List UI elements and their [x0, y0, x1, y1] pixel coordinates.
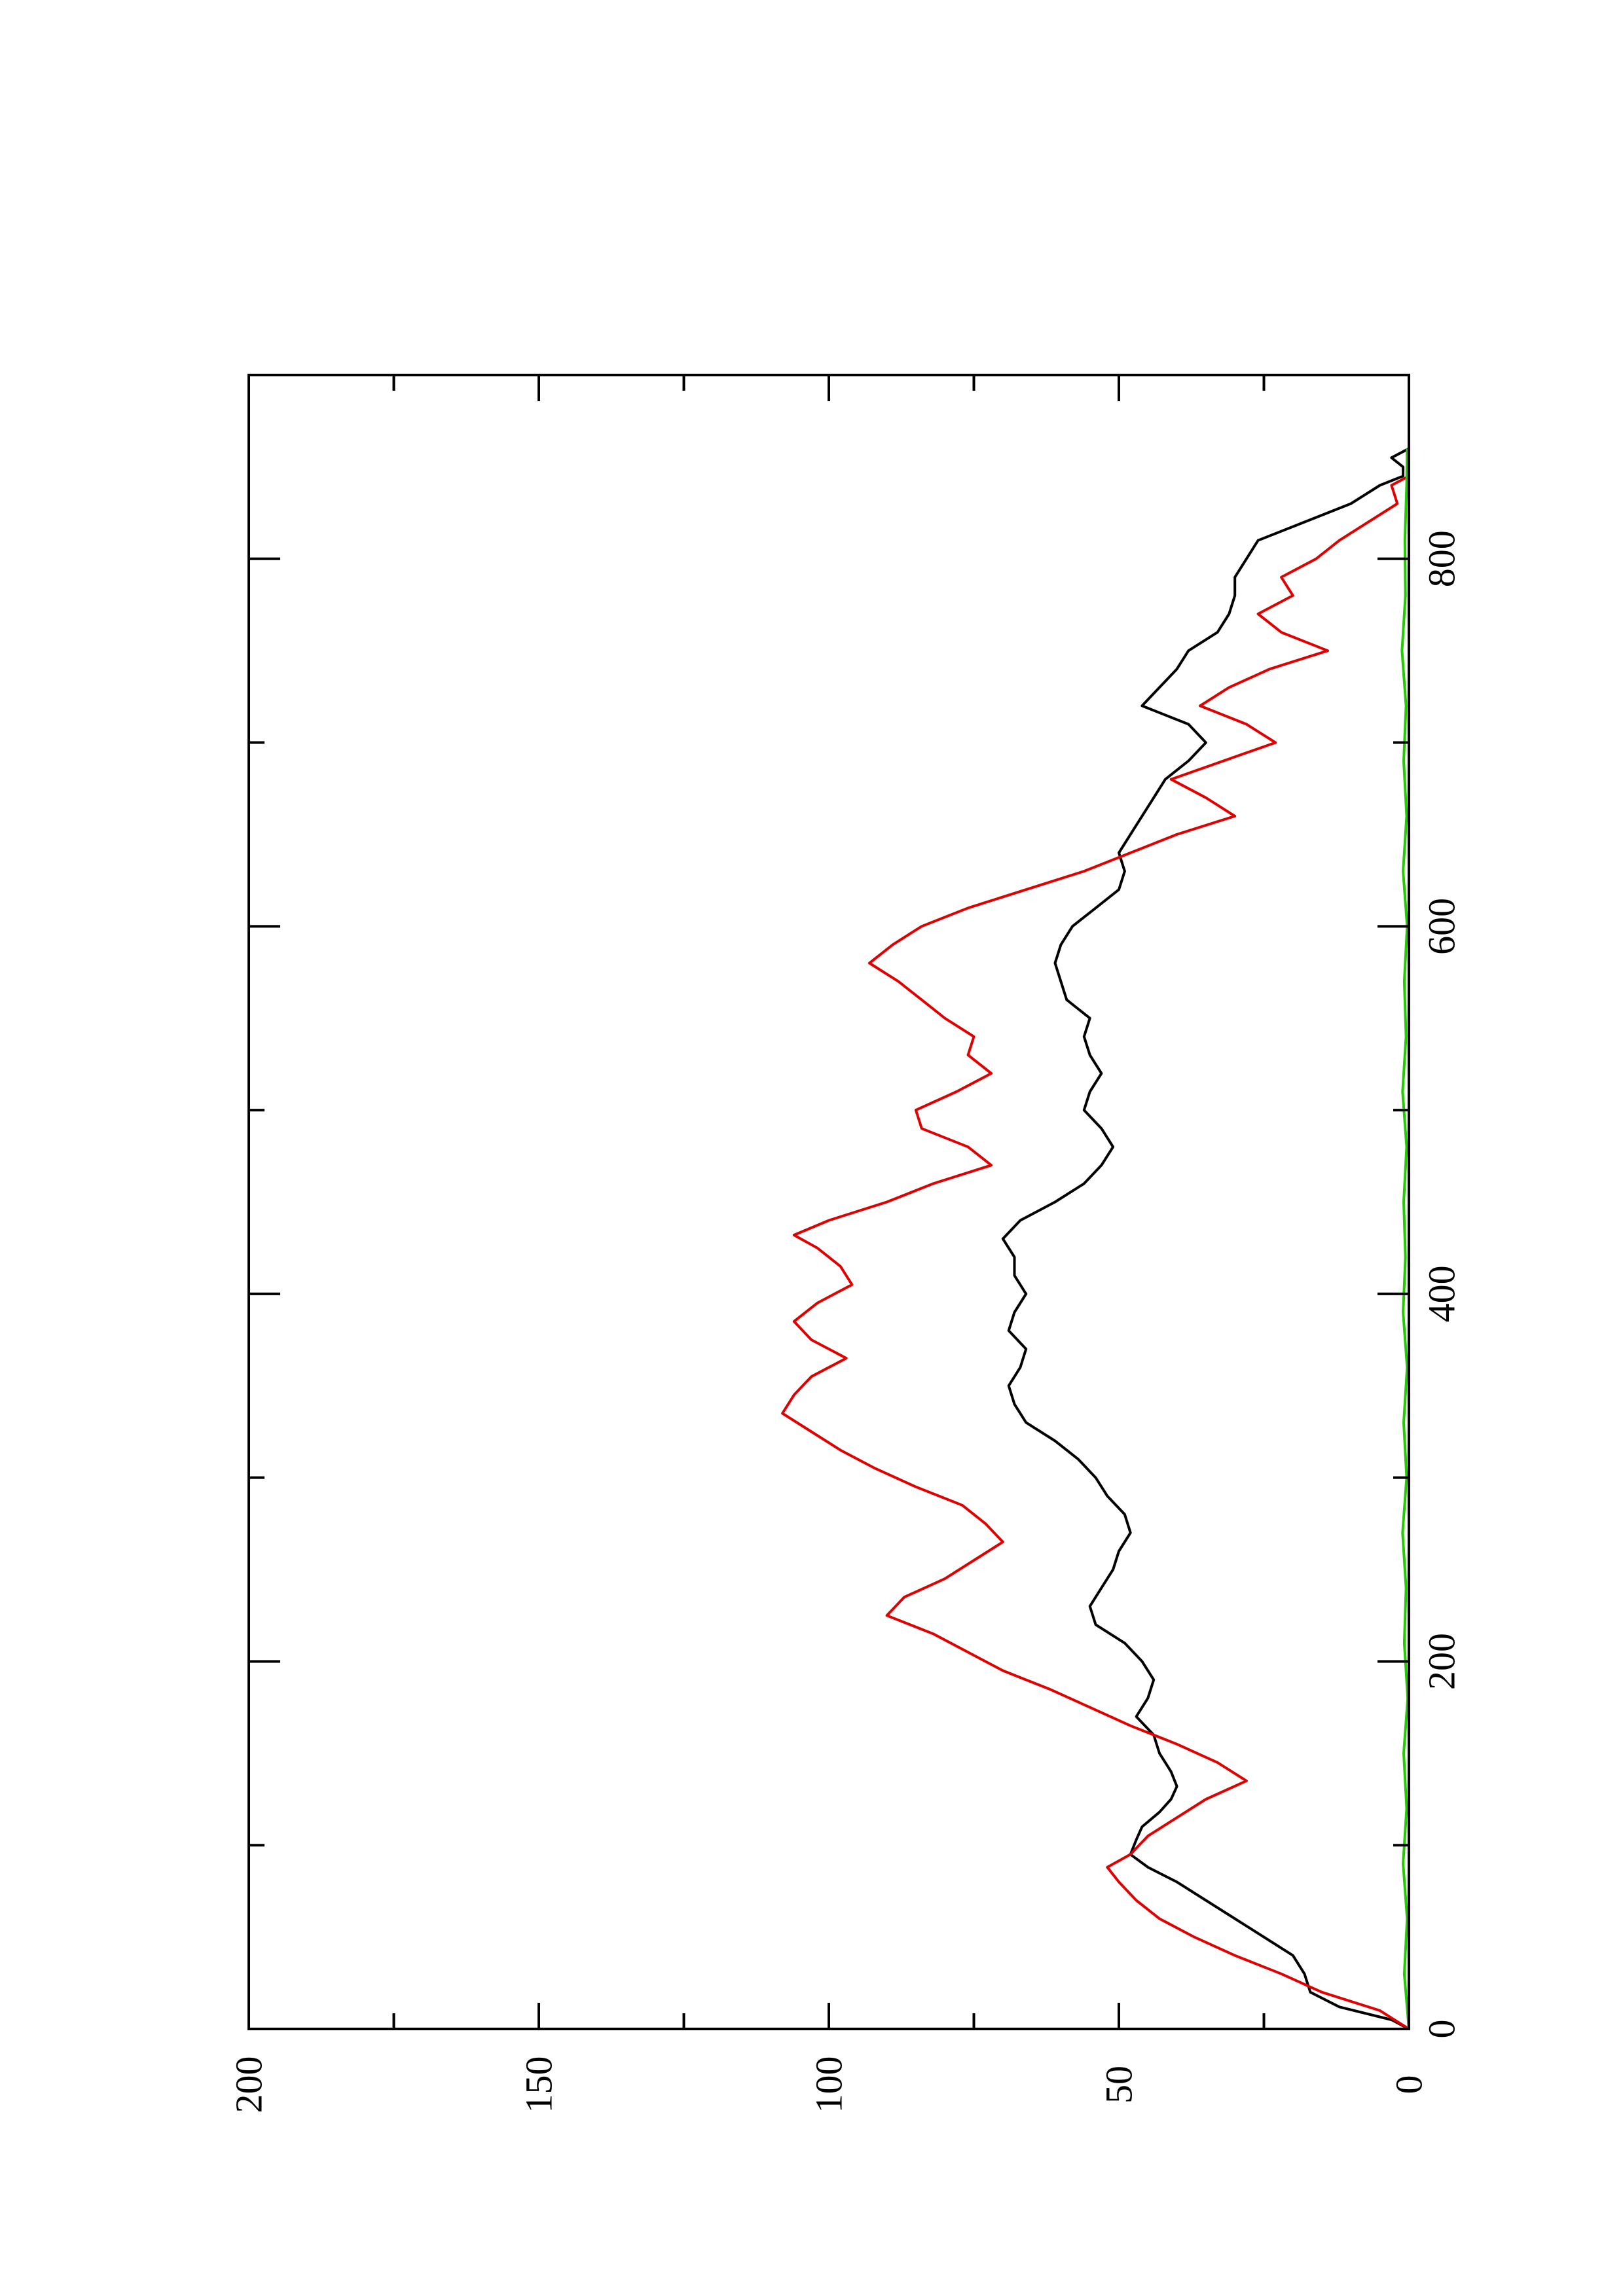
- series-line-2: [781, 448, 1410, 2030]
- x-tick-label: 600: [1421, 898, 1463, 955]
- plot-frame: [247, 374, 1410, 2030]
- x-tick-label: 200: [1421, 1633, 1463, 1690]
- y-tick-label: 150: [518, 2056, 560, 2113]
- series-layer: [781, 447, 1410, 2030]
- y-tick-label: 100: [808, 2056, 850, 2113]
- x-tick-label: 800: [1421, 530, 1463, 587]
- series-line-1: [1001, 447, 1410, 2030]
- tick-label-layer: 0 200 400 600 800 0 50 100 150 200: [228, 530, 1463, 2113]
- series-line-3: [1400, 448, 1410, 2030]
- y-tick-label: 50: [1098, 2066, 1140, 2104]
- x-tick-label: 0: [1421, 2020, 1463, 2039]
- x-tick-label: 400: [1421, 1265, 1463, 1322]
- tick-layer: [247, 375, 1410, 2030]
- y-tick-label: 0: [1388, 2075, 1431, 2094]
- y-tick-label: 200: [228, 2056, 270, 2113]
